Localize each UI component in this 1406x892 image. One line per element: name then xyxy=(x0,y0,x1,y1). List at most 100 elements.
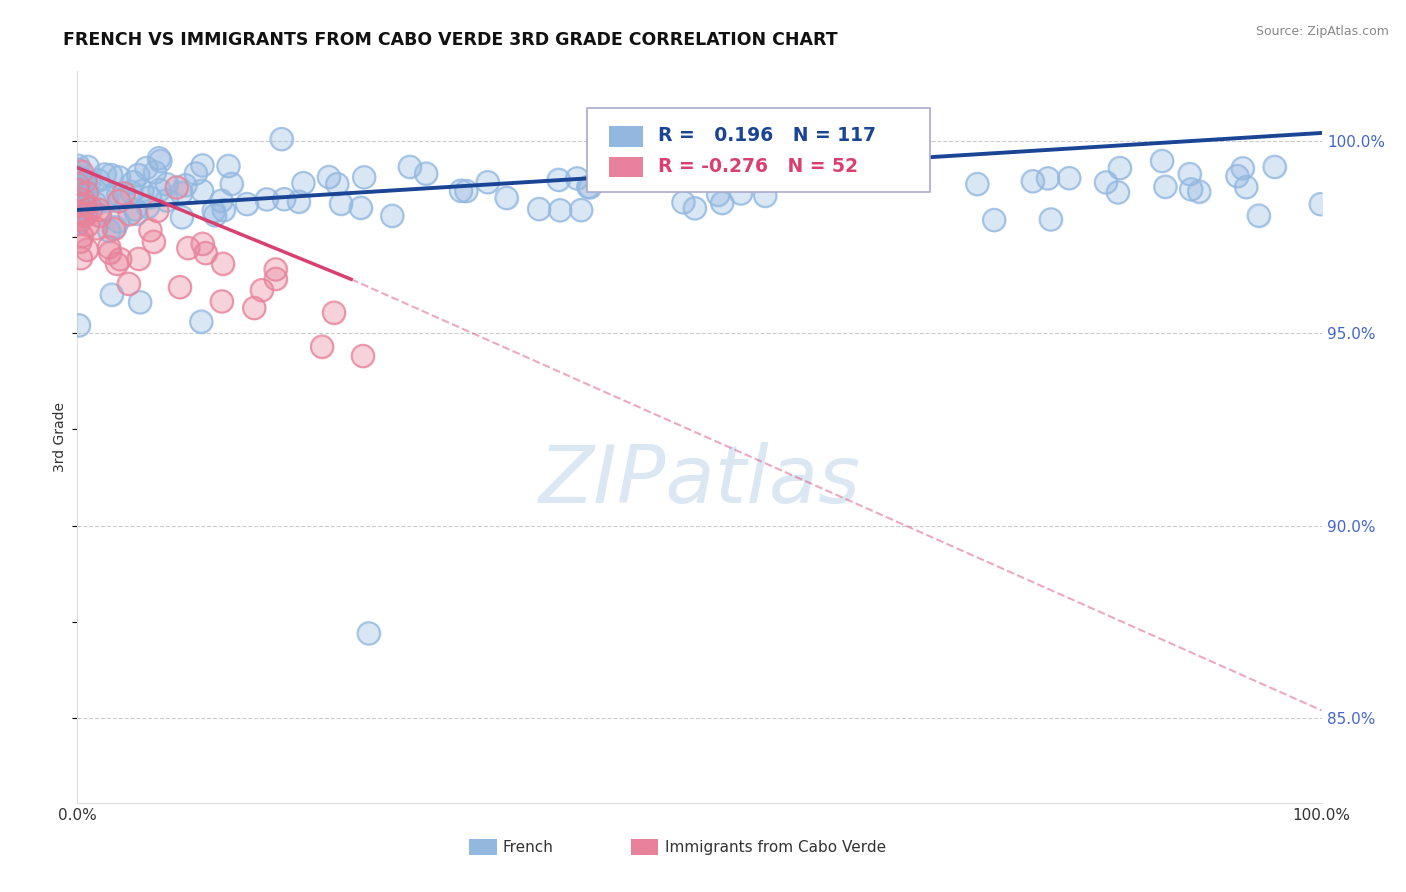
Bar xyxy=(470,839,496,855)
Point xyxy=(218,159,240,173)
Point xyxy=(191,184,214,198)
Point xyxy=(67,205,90,219)
Point xyxy=(98,240,121,254)
Point xyxy=(69,193,91,207)
Point xyxy=(148,183,170,197)
Point xyxy=(67,318,90,333)
Point xyxy=(103,222,125,236)
Point xyxy=(450,184,472,198)
Point xyxy=(104,220,127,235)
Point xyxy=(683,202,706,216)
Point xyxy=(66,183,89,197)
Point xyxy=(66,201,89,215)
Point xyxy=(107,187,129,202)
Point xyxy=(202,204,225,219)
Point xyxy=(75,208,97,222)
Point xyxy=(834,129,856,144)
Point xyxy=(1095,176,1118,190)
Point xyxy=(211,294,233,309)
Point xyxy=(292,176,315,190)
Point xyxy=(547,173,569,187)
Point xyxy=(1036,171,1059,186)
Point xyxy=(70,229,93,244)
Point xyxy=(194,246,217,260)
Point xyxy=(73,173,96,187)
Point xyxy=(67,178,90,192)
Text: French: French xyxy=(503,840,554,855)
Point xyxy=(87,173,110,187)
Point xyxy=(748,147,770,161)
Text: FRENCH VS IMMIGRANTS FROM CABO VERDE 3RD GRADE CORRELATION CHART: FRENCH VS IMMIGRANTS FROM CABO VERDE 3RD… xyxy=(63,31,838,49)
Point xyxy=(1309,197,1331,211)
Point xyxy=(73,194,96,208)
Point xyxy=(124,202,146,217)
Point xyxy=(707,187,730,202)
Point xyxy=(256,193,278,207)
Point xyxy=(194,246,217,260)
Point xyxy=(211,194,233,208)
Point xyxy=(1108,161,1130,175)
Point xyxy=(264,262,287,277)
Point xyxy=(72,198,94,212)
Text: R =   0.196   N = 117: R = 0.196 N = 117 xyxy=(658,127,876,145)
Point xyxy=(264,262,287,277)
Point xyxy=(191,236,214,251)
Point xyxy=(66,185,89,199)
Point xyxy=(166,180,188,194)
Point xyxy=(87,202,110,217)
Point xyxy=(191,236,214,251)
Point xyxy=(1150,153,1173,168)
Bar xyxy=(609,157,644,178)
Point xyxy=(415,167,437,181)
Point xyxy=(683,202,706,216)
Point xyxy=(983,213,1005,227)
Point xyxy=(184,166,207,180)
Point xyxy=(75,207,97,221)
Point xyxy=(89,209,111,223)
Point xyxy=(477,175,499,189)
Point xyxy=(1247,209,1270,223)
Point xyxy=(834,129,856,144)
Point xyxy=(69,210,91,224)
Point xyxy=(1057,171,1080,186)
Point xyxy=(1234,180,1257,194)
Point xyxy=(128,252,150,266)
Point xyxy=(236,197,259,211)
Point xyxy=(104,220,127,235)
Point xyxy=(98,245,121,260)
FancyBboxPatch shape xyxy=(588,108,929,192)
Point xyxy=(94,194,117,208)
Point xyxy=(202,204,225,219)
Point xyxy=(191,184,214,198)
Point xyxy=(204,208,226,222)
Point xyxy=(495,191,517,205)
Point xyxy=(527,202,550,216)
Point xyxy=(75,198,97,212)
Text: R = -0.276   N = 52: R = -0.276 N = 52 xyxy=(658,157,859,176)
Point xyxy=(565,171,588,186)
Point xyxy=(754,188,776,202)
Point xyxy=(256,193,278,207)
Point xyxy=(1154,179,1177,194)
Point xyxy=(93,168,115,182)
Point xyxy=(103,222,125,236)
Point xyxy=(901,140,924,154)
Point xyxy=(1178,167,1201,181)
Point xyxy=(66,183,89,197)
Point xyxy=(105,257,128,271)
Point xyxy=(76,184,98,198)
Point xyxy=(1232,161,1254,176)
Point xyxy=(76,160,98,174)
Point xyxy=(66,192,89,206)
Point xyxy=(1247,209,1270,223)
Point xyxy=(66,178,89,192)
Point xyxy=(107,187,129,202)
Point xyxy=(329,196,352,211)
Point xyxy=(323,306,346,320)
Point xyxy=(495,191,517,205)
Point xyxy=(353,170,375,185)
Point xyxy=(142,235,165,249)
Point xyxy=(711,196,734,211)
Point xyxy=(326,177,349,191)
Point xyxy=(1107,186,1129,200)
